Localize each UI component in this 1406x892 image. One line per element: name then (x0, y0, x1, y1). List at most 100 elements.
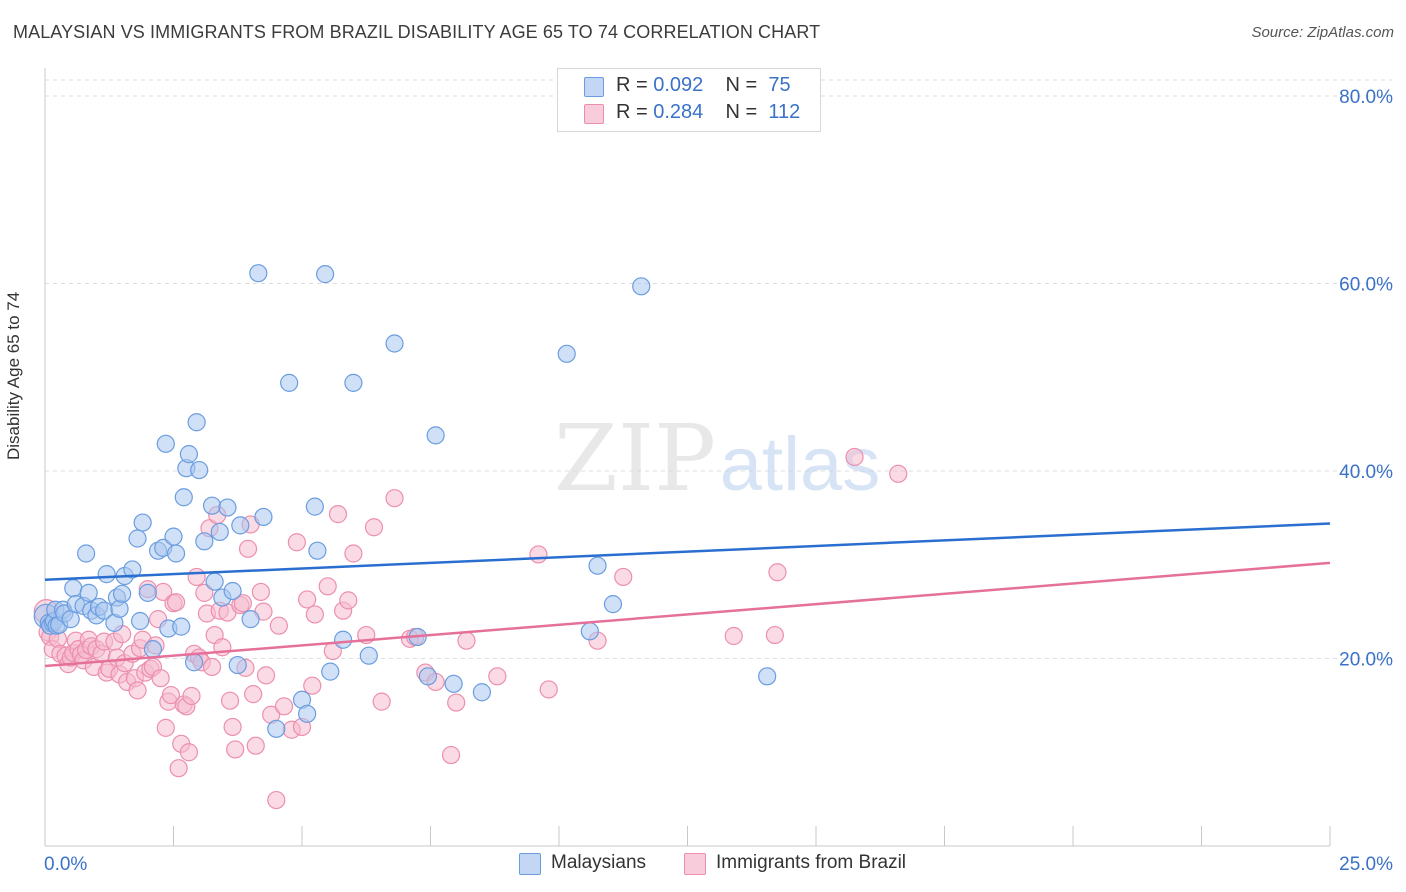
bottom-legend-label-brazil: Immigrants from Brazil (716, 852, 907, 873)
chart-title: MALAYSIAN VS IMMIGRANTS FROM BRAZIL DISA… (13, 22, 821, 42)
bottom-legend-label-malaysians: Malaysians (551, 852, 647, 873)
data-point (228, 655, 247, 675)
data-point (151, 669, 170, 688)
trend-line-brazil (44, 561, 1331, 668)
y-tick-label: 60.0% (1339, 275, 1393, 296)
data-point (441, 745, 461, 765)
data-point (184, 653, 204, 672)
data-point (385, 334, 404, 353)
watermark: ZIP atlas (554, 405, 880, 512)
data-point (488, 667, 507, 686)
data-point (758, 667, 777, 686)
data-point (233, 594, 252, 613)
trend-line-malaysians (44, 522, 1331, 581)
data-point (614, 567, 633, 587)
legend-n-value-brazil: 112 (768, 101, 801, 123)
data-point (156, 718, 175, 737)
legend-n-value-malaysians: 75 (768, 74, 791, 96)
data-point (166, 544, 186, 563)
data-point (256, 666, 276, 685)
data-point (447, 693, 466, 712)
data-point (202, 496, 222, 515)
data-point (328, 505, 348, 524)
data-point (321, 662, 340, 681)
data-point (316, 265, 335, 284)
legend-swatch-brazil (584, 104, 604, 124)
y-tick-label: 40.0% (1339, 462, 1393, 483)
data-point (202, 657, 222, 677)
bottom-legend-swatch-malaysians (519, 853, 541, 875)
x-tick-label-min: 0.0% (44, 854, 87, 875)
data-point (588, 556, 607, 575)
data-point (372, 692, 391, 711)
data-point (444, 674, 463, 693)
data-point (267, 790, 286, 810)
data-point (195, 583, 214, 602)
data-point (359, 646, 378, 665)
data-point (603, 595, 623, 614)
legend-r-label: R = (616, 74, 648, 96)
data-point (128, 529, 147, 548)
data-point (308, 541, 327, 560)
data-point (269, 616, 288, 635)
data-point (765, 625, 784, 645)
data-point (580, 622, 599, 641)
data-point (195, 532, 214, 551)
data-point (130, 611, 150, 631)
data-point (123, 560, 142, 579)
data-point (77, 544, 96, 563)
data-point (246, 736, 265, 755)
data-point (632, 277, 651, 296)
tick-labels: 20.0% 40.0% 60.0% 80.0% 0.0% 25.0% (44, 87, 1393, 875)
legend-n-label: N = (725, 74, 758, 96)
data-point (280, 373, 299, 392)
data-point (79, 583, 98, 602)
data-point (190, 460, 209, 480)
data-point (318, 577, 337, 596)
data-point (244, 685, 263, 704)
data-point (231, 516, 250, 535)
data-point (238, 539, 258, 558)
data-point (138, 583, 157, 602)
bottom-legend-swatch-brazil (684, 853, 706, 875)
data-point (274, 697, 294, 716)
data-point (305, 497, 324, 516)
stats-legend: R = 0.092 N = 75 R = 0.284 N = 112 (557, 68, 821, 132)
data-point (768, 563, 787, 582)
data-point (344, 373, 363, 392)
data-point (303, 676, 322, 695)
legend-swatch-malaysians (584, 77, 604, 97)
legend-r-value-malaysians: 0.092 (653, 74, 704, 96)
data-point (334, 630, 353, 649)
data-point (249, 264, 268, 283)
data-point (143, 640, 163, 659)
data-point (223, 581, 242, 601)
data-point (179, 445, 199, 464)
data-point (241, 610, 260, 629)
data-point (161, 685, 181, 705)
data-point (889, 464, 908, 483)
data-point (724, 626, 743, 646)
data-point (166, 593, 186, 612)
legend-r-label: R = (616, 101, 648, 123)
legend-n-label: N = (725, 101, 758, 123)
data-point (169, 759, 188, 778)
data-point (557, 344, 576, 363)
data-point (418, 667, 438, 686)
data-point (457, 631, 476, 650)
legend-r-value-brazil: 0.284 (653, 101, 704, 123)
data-point (220, 691, 240, 710)
data-point (298, 590, 317, 609)
trend-lines (44, 522, 1331, 668)
data-point (529, 545, 548, 564)
data-point (364, 518, 384, 537)
data-point (226, 740, 245, 759)
data-point (298, 704, 317, 723)
data-point (344, 544, 363, 563)
data-point (223, 717, 242, 737)
watermark-zip: ZIP (554, 405, 716, 512)
series-malaysians-points (33, 264, 777, 738)
data-point (156, 434, 175, 453)
data-point (472, 683, 491, 702)
data-point (172, 617, 191, 636)
